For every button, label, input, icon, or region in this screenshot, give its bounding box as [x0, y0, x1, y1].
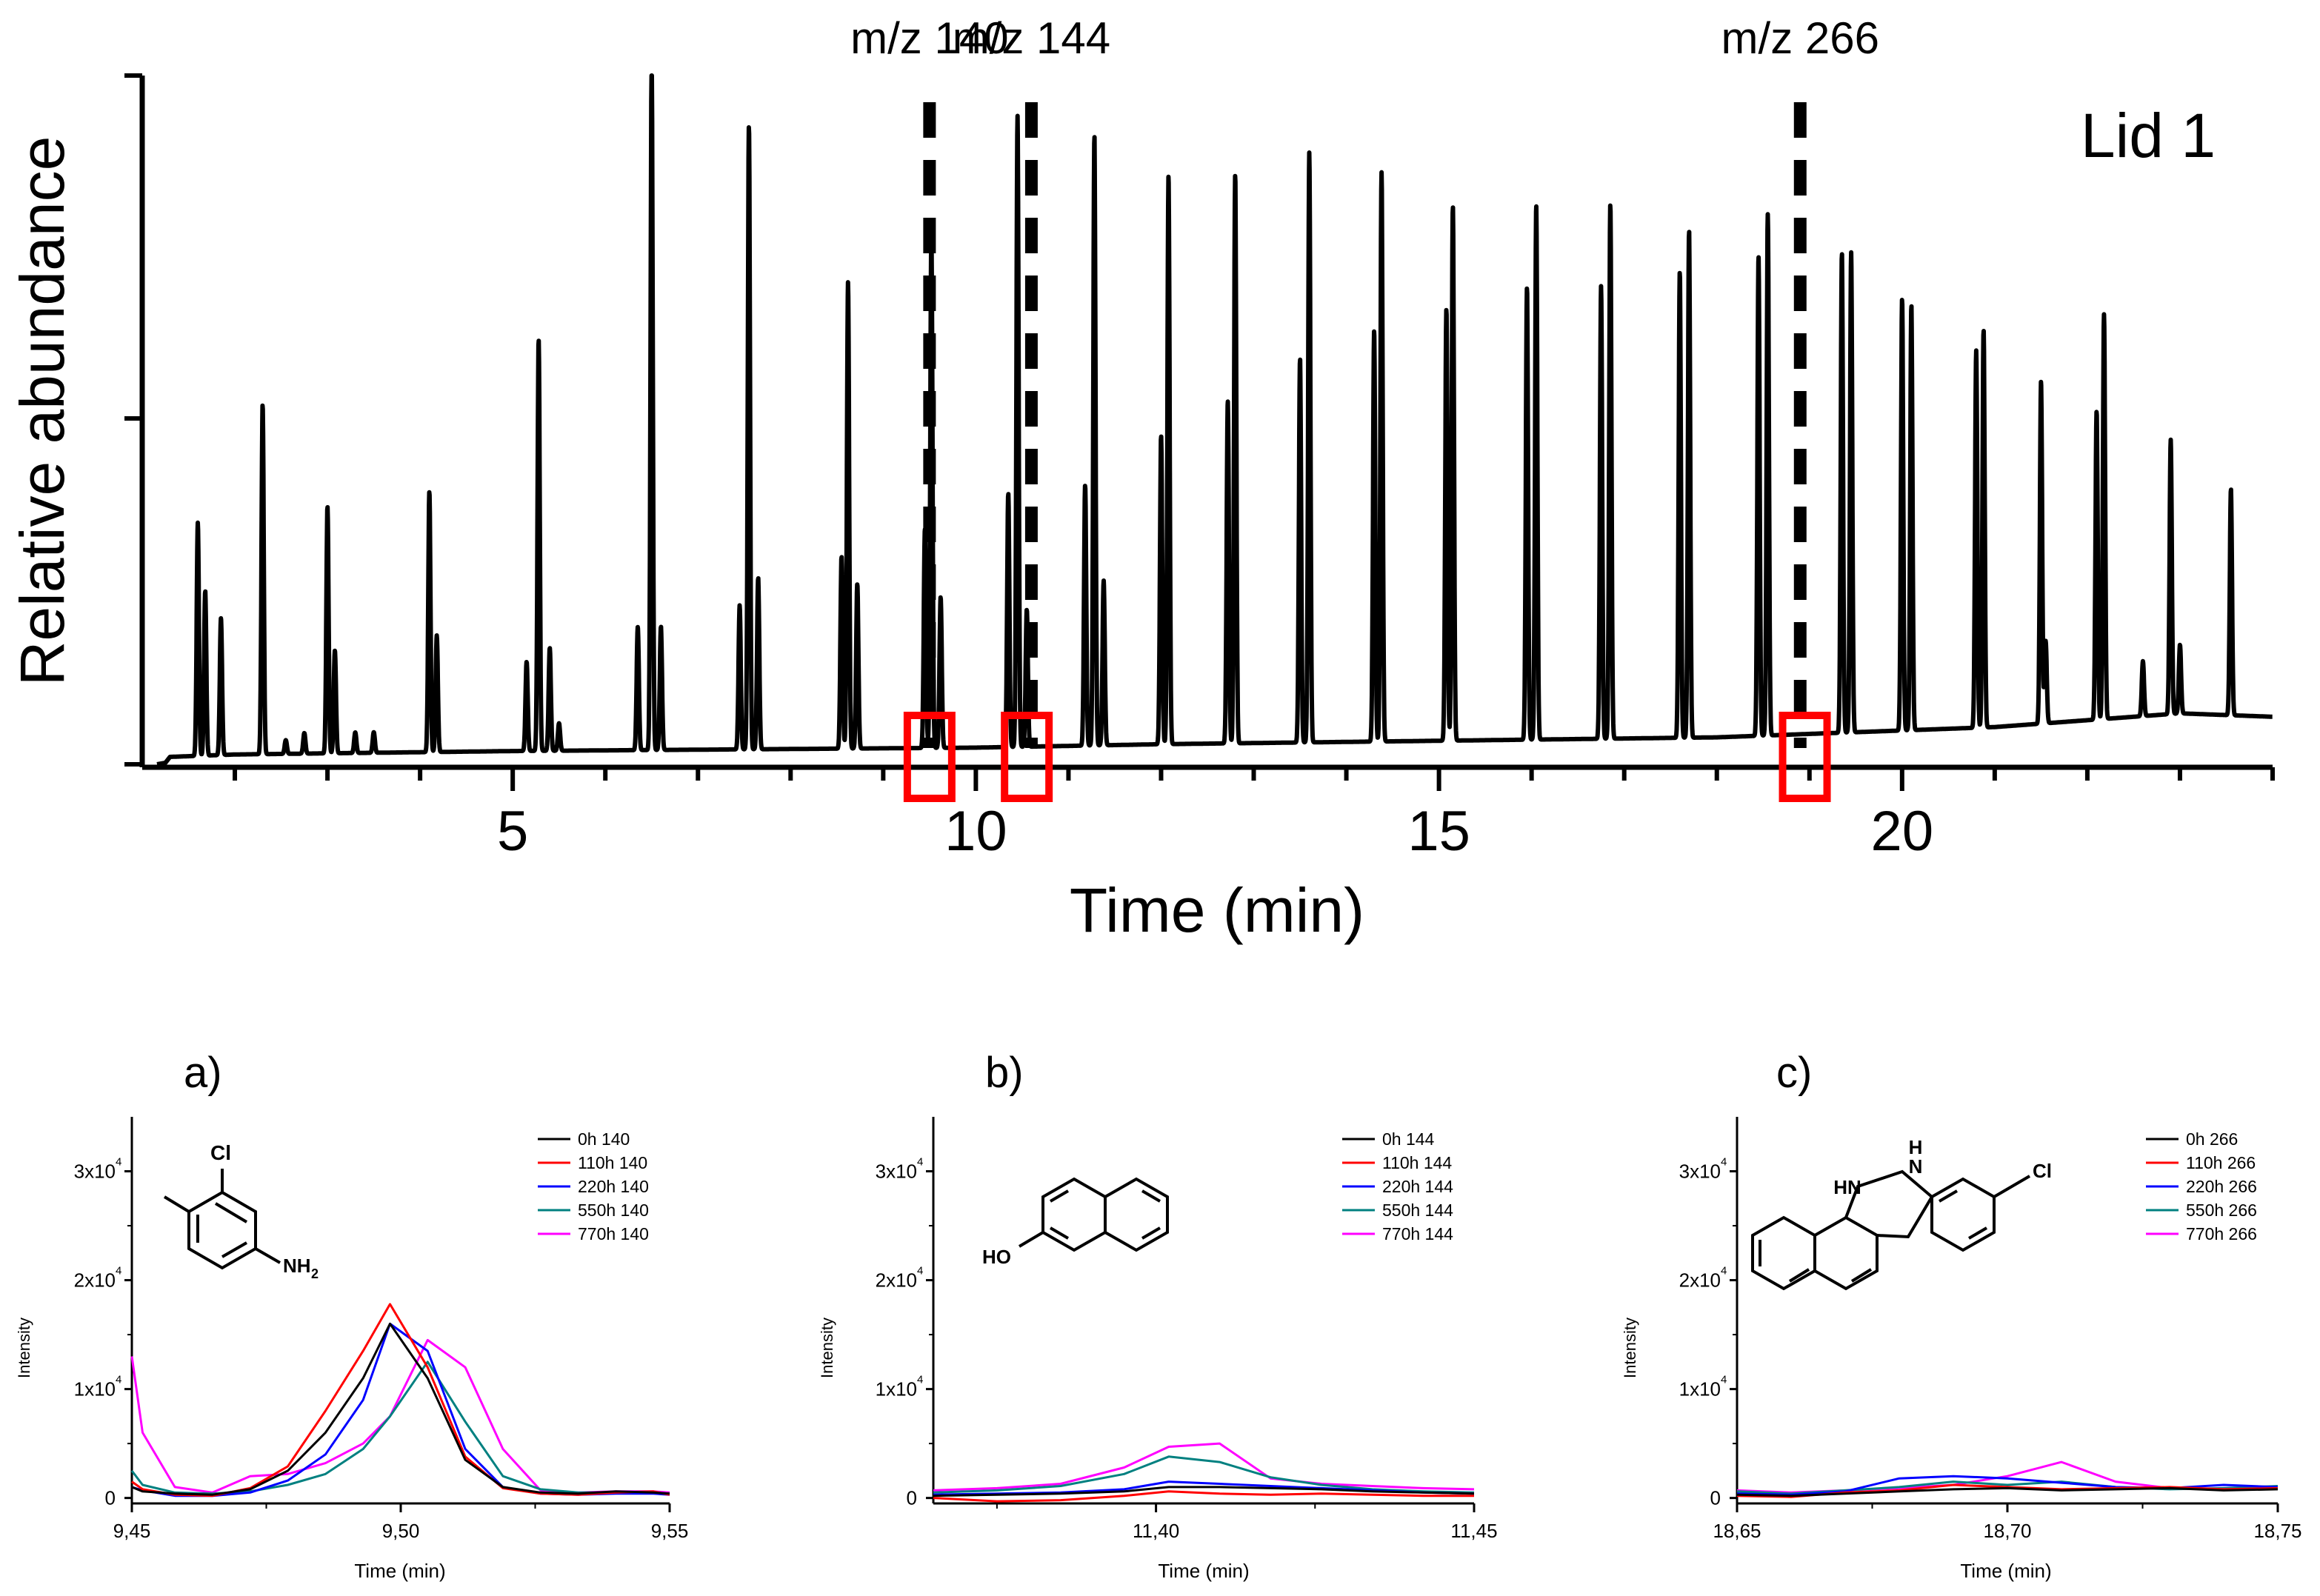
molecule-c-n: N — [1909, 1155, 1923, 1178]
panel-c-y-label: Intensity — [1621, 1318, 1639, 1378]
panel-x-tick-label: 9,50 — [382, 1520, 420, 1542]
main-x-tick-label: 20 — [1871, 800, 1934, 863]
main-chromatogram: Relative abundance Time (min) Lid 1 5 10 1… — [7, 13, 2275, 945]
panel-c-x-label: Time (min) — [1960, 1560, 2051, 1582]
panel-y-tick-exponent: 4 — [116, 1374, 121, 1386]
legend-label: 110h 266 — [2186, 1153, 2256, 1172]
molecule-a-cl: Cl — [210, 1141, 231, 1164]
highlight-box-0 — [903, 712, 956, 802]
panel-a-x-label: Time (min) — [354, 1560, 445, 1582]
molecule-c-cl: Cl — [2033, 1160, 2052, 1182]
panel-y-tick-exponent: 4 — [1721, 1156, 1727, 1169]
panel-y-tick-exponent: 4 — [917, 1156, 923, 1169]
main-trace-line — [156, 73, 2275, 767]
molecule-naphthol — [1018, 1177, 1169, 1252]
molecule-b-ho: HO — [982, 1246, 1011, 1268]
molecule-chloromethylaniline — [163, 1169, 281, 1270]
panel-b-x-label: Time (min) — [1158, 1560, 1249, 1582]
panel-x-tick-label: 9,55 — [651, 1520, 689, 1542]
legend-label: 0h 266 — [2186, 1129, 2238, 1149]
legend-label: 550h 140 — [578, 1201, 649, 1220]
marker-label-0: m/z 140 — [850, 13, 1008, 63]
panel-y-tick-label: 1x10 — [74, 1378, 116, 1400]
molecule-a-nh-sub: 2 — [311, 1266, 319, 1281]
legend-label: 550h 266 — [2186, 1201, 2257, 1220]
main-x-tick-label: 10 — [944, 800, 1007, 863]
panel-x-tick-label: 11,40 — [1133, 1520, 1179, 1542]
molecule-c-hn: HN — [1833, 1176, 1861, 1198]
panel-y-tick-exponent: 4 — [1721, 1265, 1727, 1278]
molecule-c-h: H — [1909, 1136, 1923, 1158]
main-y-label: Relative abundance — [7, 136, 77, 687]
legend-label: 770h 140 — [578, 1224, 649, 1243]
series-line-220h-140 — [131, 1322, 670, 1497]
molecule-benzocinnoline — [1751, 1169, 2031, 1291]
panel-y-tick-label: 0 — [907, 1487, 917, 1509]
legend-label: 220h 144 — [1382, 1177, 1453, 1196]
panel-y-tick-label: 2x10 — [74, 1269, 116, 1292]
series-line-0h-266 — [1736, 1486, 2279, 1497]
marker-label-1: m/z 144 — [953, 13, 1110, 63]
highlight-box-2 — [1779, 712, 1831, 802]
legend-label: 110h 144 — [1382, 1153, 1452, 1172]
panel-y-tick-label: 0 — [1710, 1487, 1721, 1509]
panel-y-tick-label: 3x10 — [876, 1161, 917, 1183]
panel-y-tick-label: 0 — [105, 1487, 116, 1509]
series-line-0h-140 — [131, 1322, 670, 1496]
series-line-770h-144 — [933, 1442, 1475, 1492]
marker-label-2: m/z 266 — [1721, 13, 1879, 63]
panel-c-label: c) — [1776, 1049, 1812, 1097]
panel-y-tick-exponent: 4 — [1721, 1374, 1727, 1386]
series-line-770h-140 — [130, 1338, 670, 1494]
legend-label: 770h 266 — [2186, 1224, 2257, 1243]
series-line-0h-144 — [933, 1486, 1475, 1497]
panel-y-tick-label: 2x10 — [1679, 1269, 1721, 1292]
panel-y-tick-exponent: 4 — [116, 1265, 121, 1278]
highlight-box-1 — [1001, 712, 1053, 802]
panel-x-tick-label: 18,65 — [1713, 1520, 1761, 1542]
main-x-tick-label: 5 — [497, 800, 528, 863]
molecule-a-nh: NH — [283, 1255, 311, 1277]
panel-y-tick-exponent: 4 — [917, 1374, 923, 1386]
series-line-550h-140 — [130, 1360, 670, 1495]
panel-x-tick-label: 9,45 — [113, 1520, 151, 1542]
panel-y-tick-label: 1x10 — [1679, 1378, 1721, 1400]
legend-label: 220h 266 — [2186, 1177, 2257, 1196]
lid-label: Lid 1 — [2081, 101, 2216, 170]
legend-label: 770h 144 — [1382, 1224, 1453, 1243]
panel-y-tick-label: 3x10 — [1679, 1161, 1721, 1183]
panel-y-tick-exponent: 4 — [917, 1265, 923, 1278]
panel-a-label: a) — [184, 1049, 222, 1097]
panel-y-tick-label: 2x10 — [876, 1269, 917, 1292]
legend-label: 550h 144 — [1382, 1201, 1453, 1220]
series-line-110h-144 — [933, 1490, 1474, 1503]
panel-b-label: b) — [985, 1049, 1024, 1097]
main-x-tick-label: 15 — [1407, 800, 1470, 863]
legend-label: 220h 140 — [578, 1177, 649, 1196]
panel-b-y-label: Intensity — [818, 1318, 836, 1378]
legend-label: 0h 144 — [1382, 1129, 1435, 1149]
main-x-label: Time (min) — [1070, 875, 1364, 945]
legend-label: 110h 140 — [578, 1153, 647, 1172]
panel-y-tick-label: 1x10 — [876, 1378, 917, 1400]
panel-x-tick-label: 18,75 — [2253, 1520, 2301, 1542]
panel-y-tick-exponent: 4 — [116, 1156, 121, 1169]
legend-label: 0h 140 — [578, 1129, 630, 1149]
panel-y-tick-label: 3x10 — [74, 1161, 116, 1183]
panel-x-tick-label: 11,45 — [1450, 1520, 1497, 1542]
panel-a-y-label: Intensity — [15, 1318, 33, 1378]
panel-x-tick-label: 18,70 — [1983, 1520, 2031, 1542]
